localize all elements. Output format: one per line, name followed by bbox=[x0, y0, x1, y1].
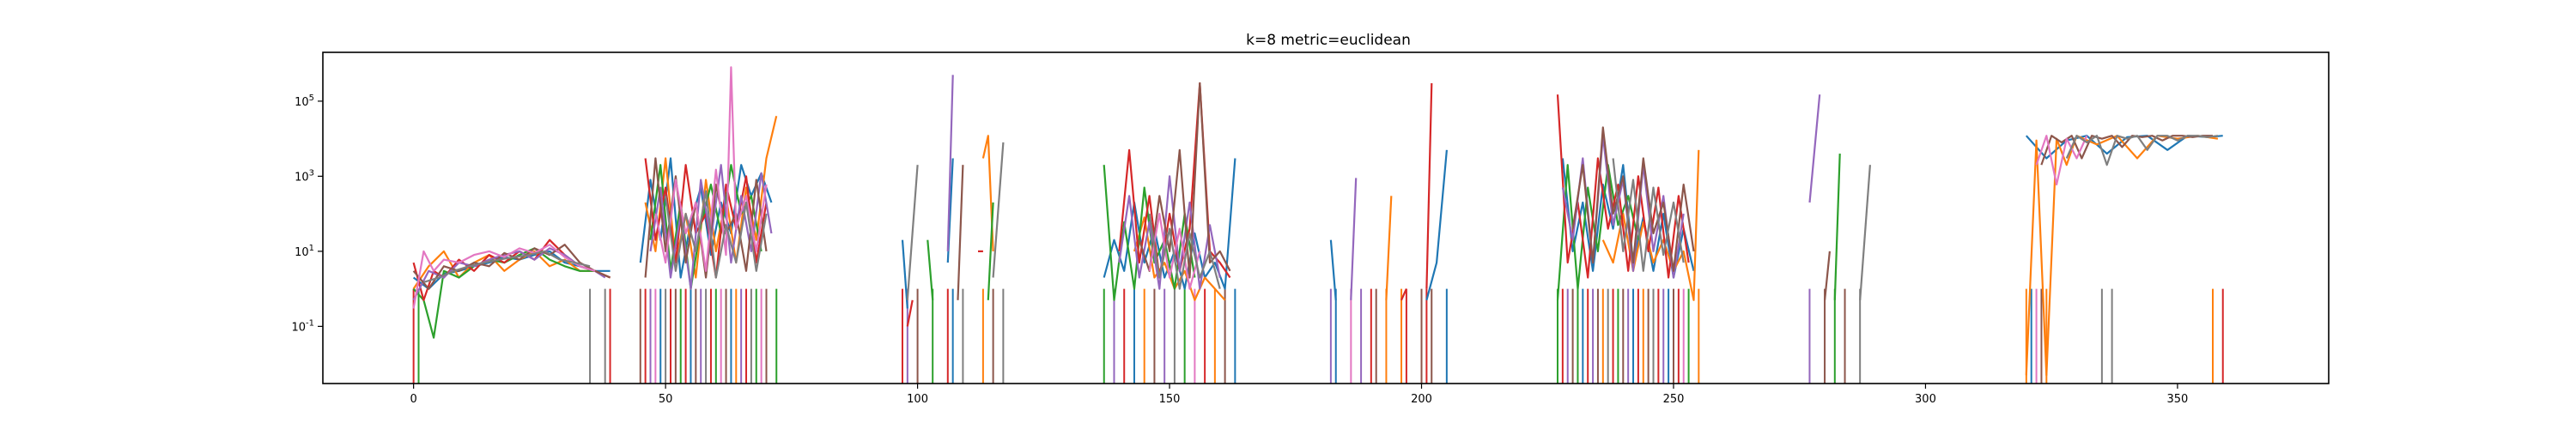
x-axis: 0 50 100 150 200 250 300 350 bbox=[410, 384, 2189, 406]
series-line bbox=[412, 244, 611, 290]
series-line bbox=[2065, 135, 2219, 166]
series-line bbox=[2025, 135, 2219, 377]
series-line bbox=[1612, 158, 1685, 272]
series-line bbox=[901, 239, 908, 309]
series-line bbox=[992, 142, 1005, 278]
x-tick-label: 200 bbox=[1411, 393, 1432, 406]
series-line bbox=[1556, 94, 1690, 279]
series-line bbox=[1601, 149, 1700, 301]
series-line bbox=[1385, 196, 1393, 300]
series-line bbox=[654, 66, 768, 272]
series-lines bbox=[412, 66, 2223, 377]
x-tick-label: 100 bbox=[907, 393, 928, 406]
plot-frame bbox=[322, 51, 2330, 384]
series-line bbox=[906, 165, 919, 300]
series-line bbox=[644, 157, 768, 279]
series-line bbox=[957, 165, 964, 300]
series-line bbox=[1425, 149, 1448, 301]
series-line bbox=[1824, 251, 1831, 300]
series-line bbox=[412, 244, 596, 309]
x-tick-label: 50 bbox=[659, 393, 673, 406]
series-line bbox=[1425, 82, 1433, 289]
series-line bbox=[946, 75, 954, 251]
series-line bbox=[1350, 178, 1358, 300]
series-line bbox=[412, 250, 611, 290]
series-line bbox=[927, 239, 934, 300]
x-tick-label: 150 bbox=[1159, 393, 1181, 406]
series-line bbox=[1118, 82, 1231, 279]
x-tick-label: 250 bbox=[1663, 393, 1685, 406]
series-line bbox=[1138, 82, 1231, 279]
series-line bbox=[665, 190, 768, 279]
series-line bbox=[1329, 239, 1337, 300]
series-line bbox=[906, 299, 914, 327]
x-tick-label: 350 bbox=[2167, 393, 2189, 406]
series-line bbox=[2035, 135, 2088, 186]
series-line bbox=[981, 135, 994, 251]
series-line bbox=[1833, 154, 1841, 300]
series-line bbox=[1148, 213, 1221, 290]
chart-title: k=8 metric=euclidean bbox=[1246, 32, 1411, 49]
x-tick-label: 0 bbox=[410, 393, 417, 406]
series-line bbox=[2040, 135, 2213, 166]
drop-lines bbox=[412, 288, 2224, 384]
series-line bbox=[1571, 126, 1695, 272]
series-line bbox=[1808, 94, 1821, 203]
series-line bbox=[1133, 216, 1226, 301]
series-line bbox=[1400, 288, 1407, 301]
plot-area bbox=[412, 66, 2224, 384]
series-line bbox=[412, 247, 595, 339]
series-line bbox=[423, 250, 591, 283]
series-line bbox=[987, 202, 994, 300]
series-line bbox=[1859, 165, 1871, 300]
series-line bbox=[1556, 164, 1639, 300]
x-tick-label: 300 bbox=[1915, 393, 1936, 406]
